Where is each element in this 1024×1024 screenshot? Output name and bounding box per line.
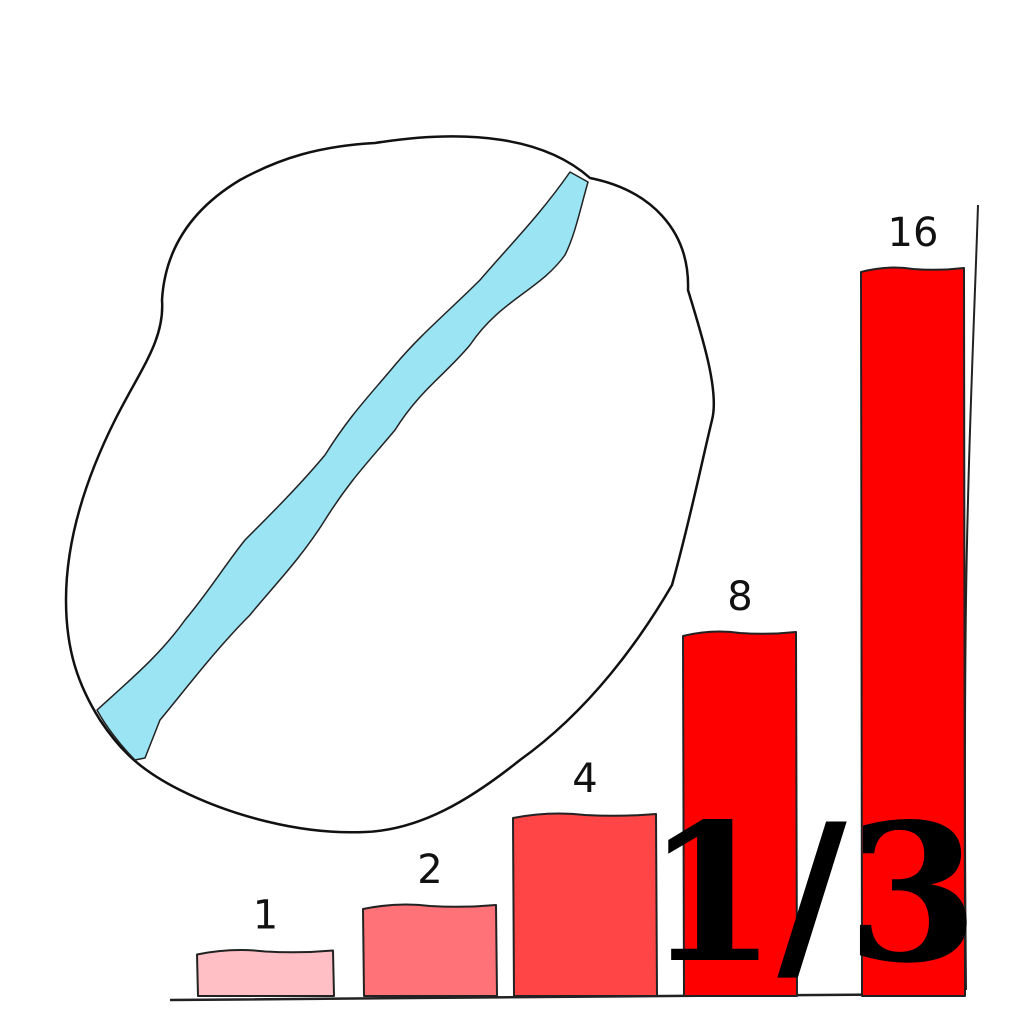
- bar-label-4: 4: [572, 756, 597, 802]
- bar-label-8: 8: [727, 574, 752, 620]
- bar-label-16: 16: [888, 210, 939, 256]
- bar-16: [860, 266, 966, 997]
- bars-group: 1 2 4 8 16: [196, 210, 966, 997]
- bar-1: [196, 949, 335, 997]
- circle-shape: [64, 135, 716, 834]
- bar-label-1: 1: [253, 893, 278, 939]
- circle-stripe: [96, 171, 589, 761]
- bar-label-2: 2: [417, 847, 442, 893]
- bar-2: [362, 903, 498, 997]
- fraction-text: 1/3: [645, 782, 979, 1005]
- bar-4: [512, 812, 658, 997]
- bar-8: [682, 630, 798, 997]
